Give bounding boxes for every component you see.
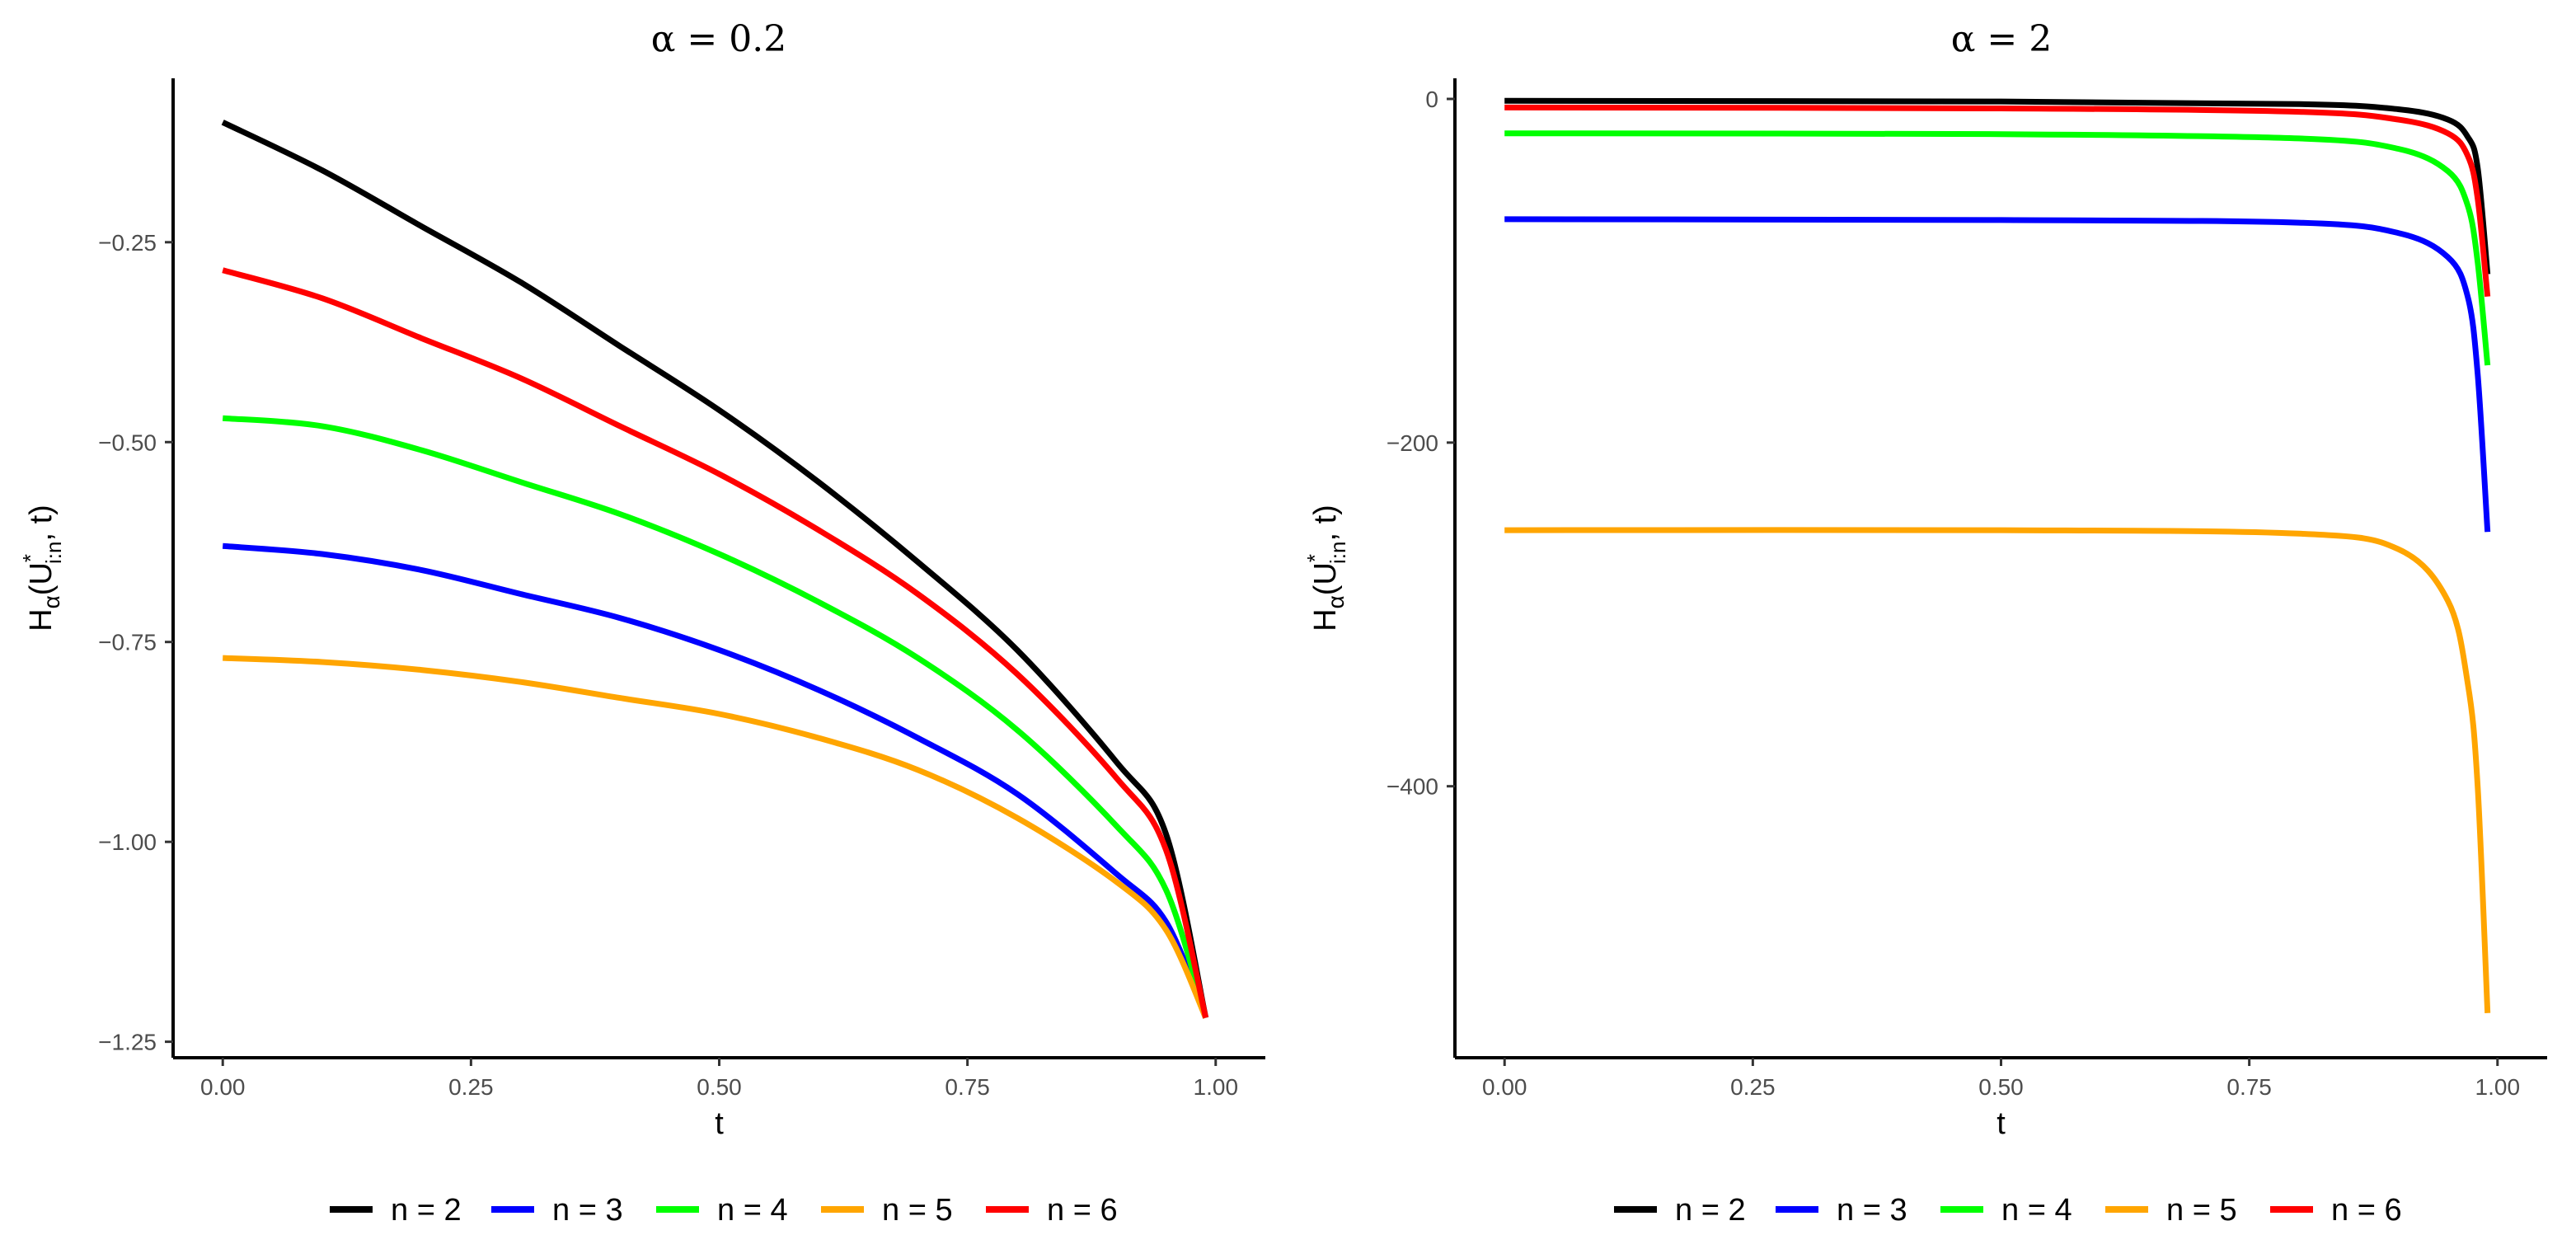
x-tick-label: 0.50	[697, 1074, 742, 1100]
y-axis-title-sub: α	[1323, 595, 1349, 608]
panel-title: α = 0.2	[651, 18, 787, 60]
legend-label: n = 3	[1837, 1193, 1907, 1228]
y-axis-title-main: H	[24, 608, 59, 631]
y-axis-title-sup: *	[1302, 554, 1327, 562]
y-tick-label: −200	[1387, 430, 1438, 456]
panel-right: α = 2 0.00 0.25 0.50 0.75 1.00 0 −200 −400 t Hα(U*…	[1302, 18, 2547, 1228]
y-axis-title-open: (U	[1308, 562, 1343, 595]
x-tick-label: 0.00	[200, 1074, 246, 1100]
series-line	[1504, 97, 2491, 275]
legend-label: n = 5	[2166, 1193, 2237, 1228]
x-tick-label: 0.75	[2226, 1074, 2272, 1100]
series-line	[1504, 104, 2491, 298]
legend-label: n = 2	[1675, 1193, 1746, 1228]
x-tick-label: 0.00	[1482, 1074, 1527, 1100]
legend-label: n = 2	[391, 1193, 462, 1228]
x-axis-title: t	[1997, 1106, 2006, 1141]
series-line	[223, 655, 1208, 1019]
x-tick-label: 0.25	[448, 1074, 494, 1100]
y-tick-label: 0	[1425, 87, 1438, 112]
y-tick-label: −1.25	[98, 1030, 157, 1055]
series-line	[1504, 527, 2491, 1013]
y-axis-title-close: , t)	[1308, 505, 1343, 541]
y-axis-title-close: , t)	[24, 505, 59, 541]
legend-label: n = 3	[552, 1193, 623, 1228]
y-tick-label: −1.00	[98, 829, 157, 855]
x-tick-label: 1.00	[1194, 1074, 1239, 1100]
panel-title: α = 2	[1951, 18, 2053, 60]
y-axis-title: Hα(U*i:n, t)	[18, 505, 66, 632]
x-tick-label: 0.50	[1978, 1074, 2024, 1100]
y-axis-title-sub2: i:n	[1326, 541, 1350, 563]
series-line	[1504, 130, 2491, 366]
panel-left: α = 0.2 0.00 0.25 0.50 0.75 1.00 −0.25 −0.50 −0.…	[18, 18, 1265, 1228]
x-tick-label: 1.00	[2475, 1074, 2521, 1100]
y-axis-title-main: H	[1308, 608, 1343, 631]
y-axis-title-sub2: i:n	[41, 541, 66, 563]
legend-label: n = 4	[717, 1193, 788, 1228]
series-line	[221, 120, 1209, 1019]
y-axis-title-sup: *	[18, 554, 43, 562]
y-axis-title-open: (U	[24, 562, 59, 595]
x-axis-title: t	[715, 1106, 724, 1141]
legend-label: n = 6	[2331, 1193, 2402, 1228]
y-tick-label: −400	[1387, 774, 1438, 800]
y-axis-title-sub: α	[39, 595, 64, 608]
x-tick-label: 0.75	[945, 1074, 990, 1100]
y-tick-label: −0.75	[98, 630, 157, 655]
x-tick-label: 0.25	[1730, 1074, 1776, 1100]
legend-label: n = 6	[1047, 1193, 1118, 1228]
series-line	[222, 542, 1208, 1019]
legend-label: n = 5	[882, 1193, 953, 1228]
series-line	[1504, 216, 2491, 533]
legend-label: n = 4	[2001, 1193, 2072, 1228]
series-line	[222, 415, 1209, 1019]
y-tick-label: −0.50	[98, 430, 157, 455]
y-axis-title: Hα(U*i:n, t)	[1302, 505, 1350, 632]
y-tick-label: −0.25	[98, 230, 157, 256]
series-line	[222, 267, 1209, 1019]
